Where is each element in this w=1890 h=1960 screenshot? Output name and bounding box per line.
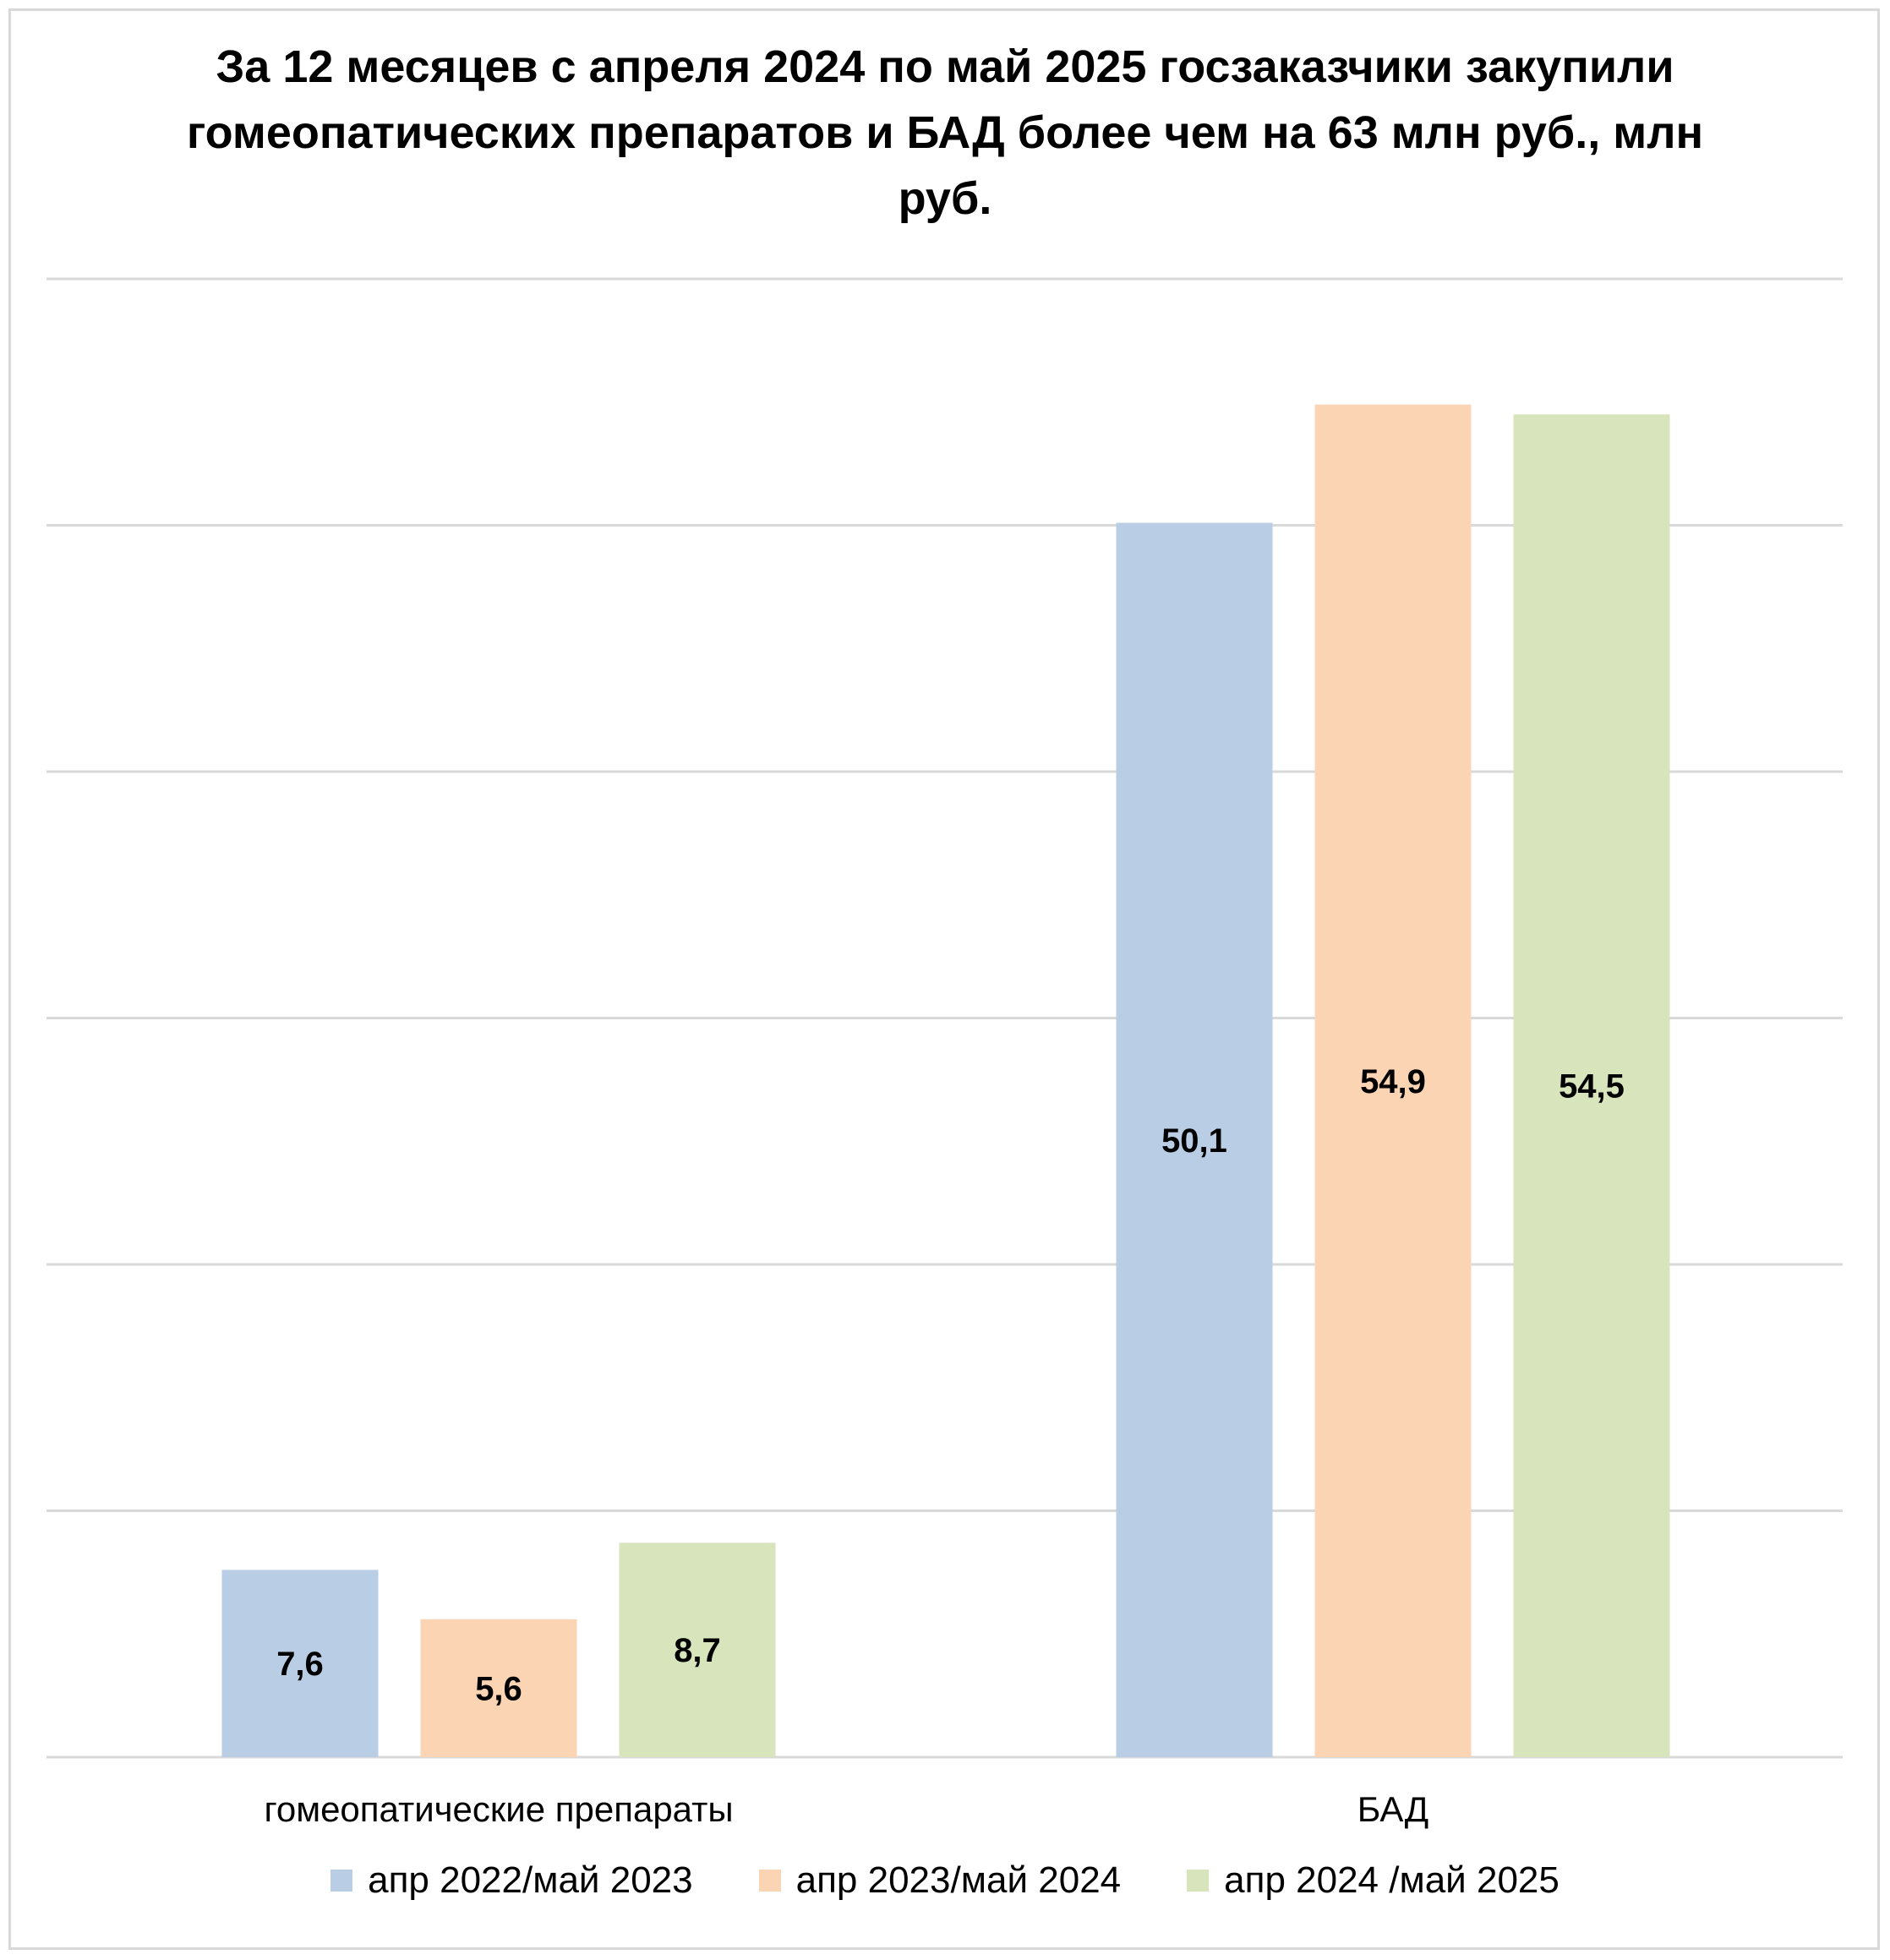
bar bbox=[1513, 414, 1670, 1758]
bar bbox=[1314, 404, 1472, 1757]
category-label: гомеопатические препараты bbox=[264, 1789, 733, 1829]
bar bbox=[1116, 522, 1273, 1758]
data-label: 8,7 bbox=[674, 1632, 721, 1669]
data-label: 50,1 bbox=[1161, 1122, 1227, 1160]
legend-label: апр 2023/май 2024 bbox=[795, 1859, 1122, 1901]
bar bbox=[221, 1570, 379, 1757]
legend-swatch bbox=[1187, 1870, 1210, 1892]
legend-item: апр 2022/май 2023 bbox=[330, 1859, 693, 1902]
data-label: 54,5 bbox=[1559, 1068, 1625, 1106]
data-label: 5,6 bbox=[475, 1670, 522, 1707]
bar bbox=[619, 1542, 776, 1757]
legend-label: апр 2022/май 2023 bbox=[368, 1859, 693, 1901]
legend-label: апр 2024 /май 2025 bbox=[1224, 1859, 1560, 1901]
legend: апр 2022/май 2023 апр 2023/май 2024 апр … bbox=[0, 1859, 1890, 1902]
data-label: 7,6 bbox=[276, 1646, 324, 1683]
legend-swatch bbox=[330, 1870, 353, 1892]
legend-item: апр 2024 /май 2025 bbox=[1187, 1859, 1560, 1902]
legend-swatch bbox=[758, 1870, 781, 1892]
bar bbox=[420, 1619, 577, 1757]
chart-title: За 12 месяцев с апреля 2024 по май 2025 … bbox=[186, 41, 1704, 224]
data-label: 54,9 bbox=[1360, 1063, 1426, 1100]
legend-item: апр 2023/май 2024 bbox=[758, 1859, 1122, 1902]
category-label: БАД bbox=[1357, 1789, 1429, 1829]
